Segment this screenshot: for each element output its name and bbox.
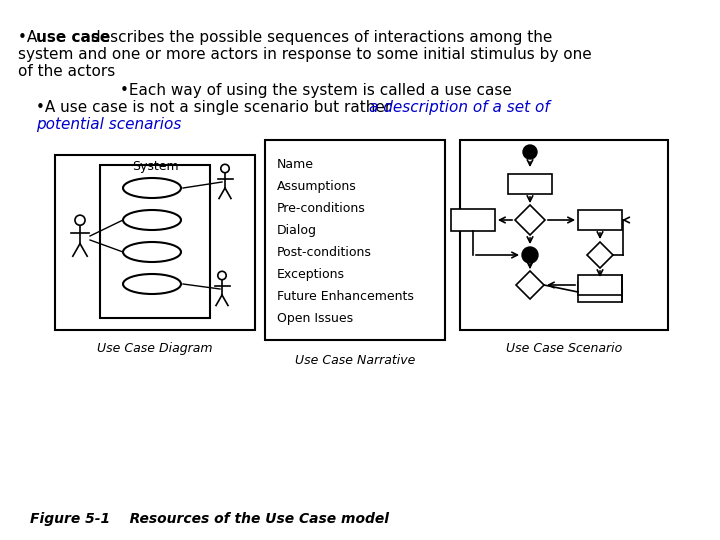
Circle shape — [522, 247, 538, 263]
Text: Assumptions: Assumptions — [277, 180, 356, 193]
Bar — [578, 275, 622, 295]
Ellipse shape — [123, 210, 181, 230]
Ellipse shape — [123, 274, 181, 294]
Text: Exceptions: Exceptions — [277, 268, 345, 281]
Bar — [451, 209, 495, 231]
Text: describes the possible sequences of interactions among the: describes the possible sequences of inte… — [86, 30, 552, 45]
Text: •A use case is not a single scenario but rather: •A use case is not a single scenario but… — [36, 100, 396, 115]
Text: Figure 5-1    Resources of the Use Case model: Figure 5-1 Resources of the Use Case mod… — [30, 512, 389, 526]
Text: Open Issues: Open Issues — [277, 312, 353, 325]
Circle shape — [75, 215, 85, 225]
Ellipse shape — [123, 242, 181, 262]
Bar — [578, 282, 622, 302]
Text: Future Enhancements: Future Enhancements — [277, 290, 414, 303]
Bar — [508, 174, 552, 194]
Polygon shape — [587, 242, 613, 268]
Text: •A: •A — [18, 30, 42, 45]
Circle shape — [523, 145, 537, 159]
Bar — [578, 210, 622, 230]
Ellipse shape — [123, 178, 181, 198]
Text: Use Case Scenario: Use Case Scenario — [506, 342, 622, 355]
Text: Post-conditions: Post-conditions — [277, 246, 372, 259]
Text: potential scenarios: potential scenarios — [36, 117, 181, 132]
Text: system and one or more actors in response to some initial stimulus by one: system and one or more actors in respons… — [18, 47, 592, 62]
Circle shape — [217, 271, 226, 280]
Text: •Each way of using the system is called a use case: •Each way of using the system is called … — [120, 83, 512, 98]
Bar — [55, 155, 255, 330]
Text: a description of a set of: a description of a set of — [369, 100, 550, 115]
Text: Use Case Diagram: Use Case Diagram — [97, 342, 212, 355]
Text: Use Case Narrative: Use Case Narrative — [294, 354, 415, 367]
Bar — [460, 140, 668, 330]
Text: Pre-conditions: Pre-conditions — [277, 202, 366, 215]
Text: of the actors: of the actors — [18, 64, 115, 79]
Text: Name: Name — [277, 158, 314, 171]
Text: use case: use case — [36, 30, 110, 45]
Text: System: System — [132, 160, 179, 173]
Polygon shape — [516, 271, 544, 299]
Bar — [100, 165, 210, 318]
Text: Dialog: Dialog — [277, 224, 317, 237]
Polygon shape — [515, 205, 545, 235]
Circle shape — [221, 164, 229, 173]
Bar — [265, 140, 445, 340]
